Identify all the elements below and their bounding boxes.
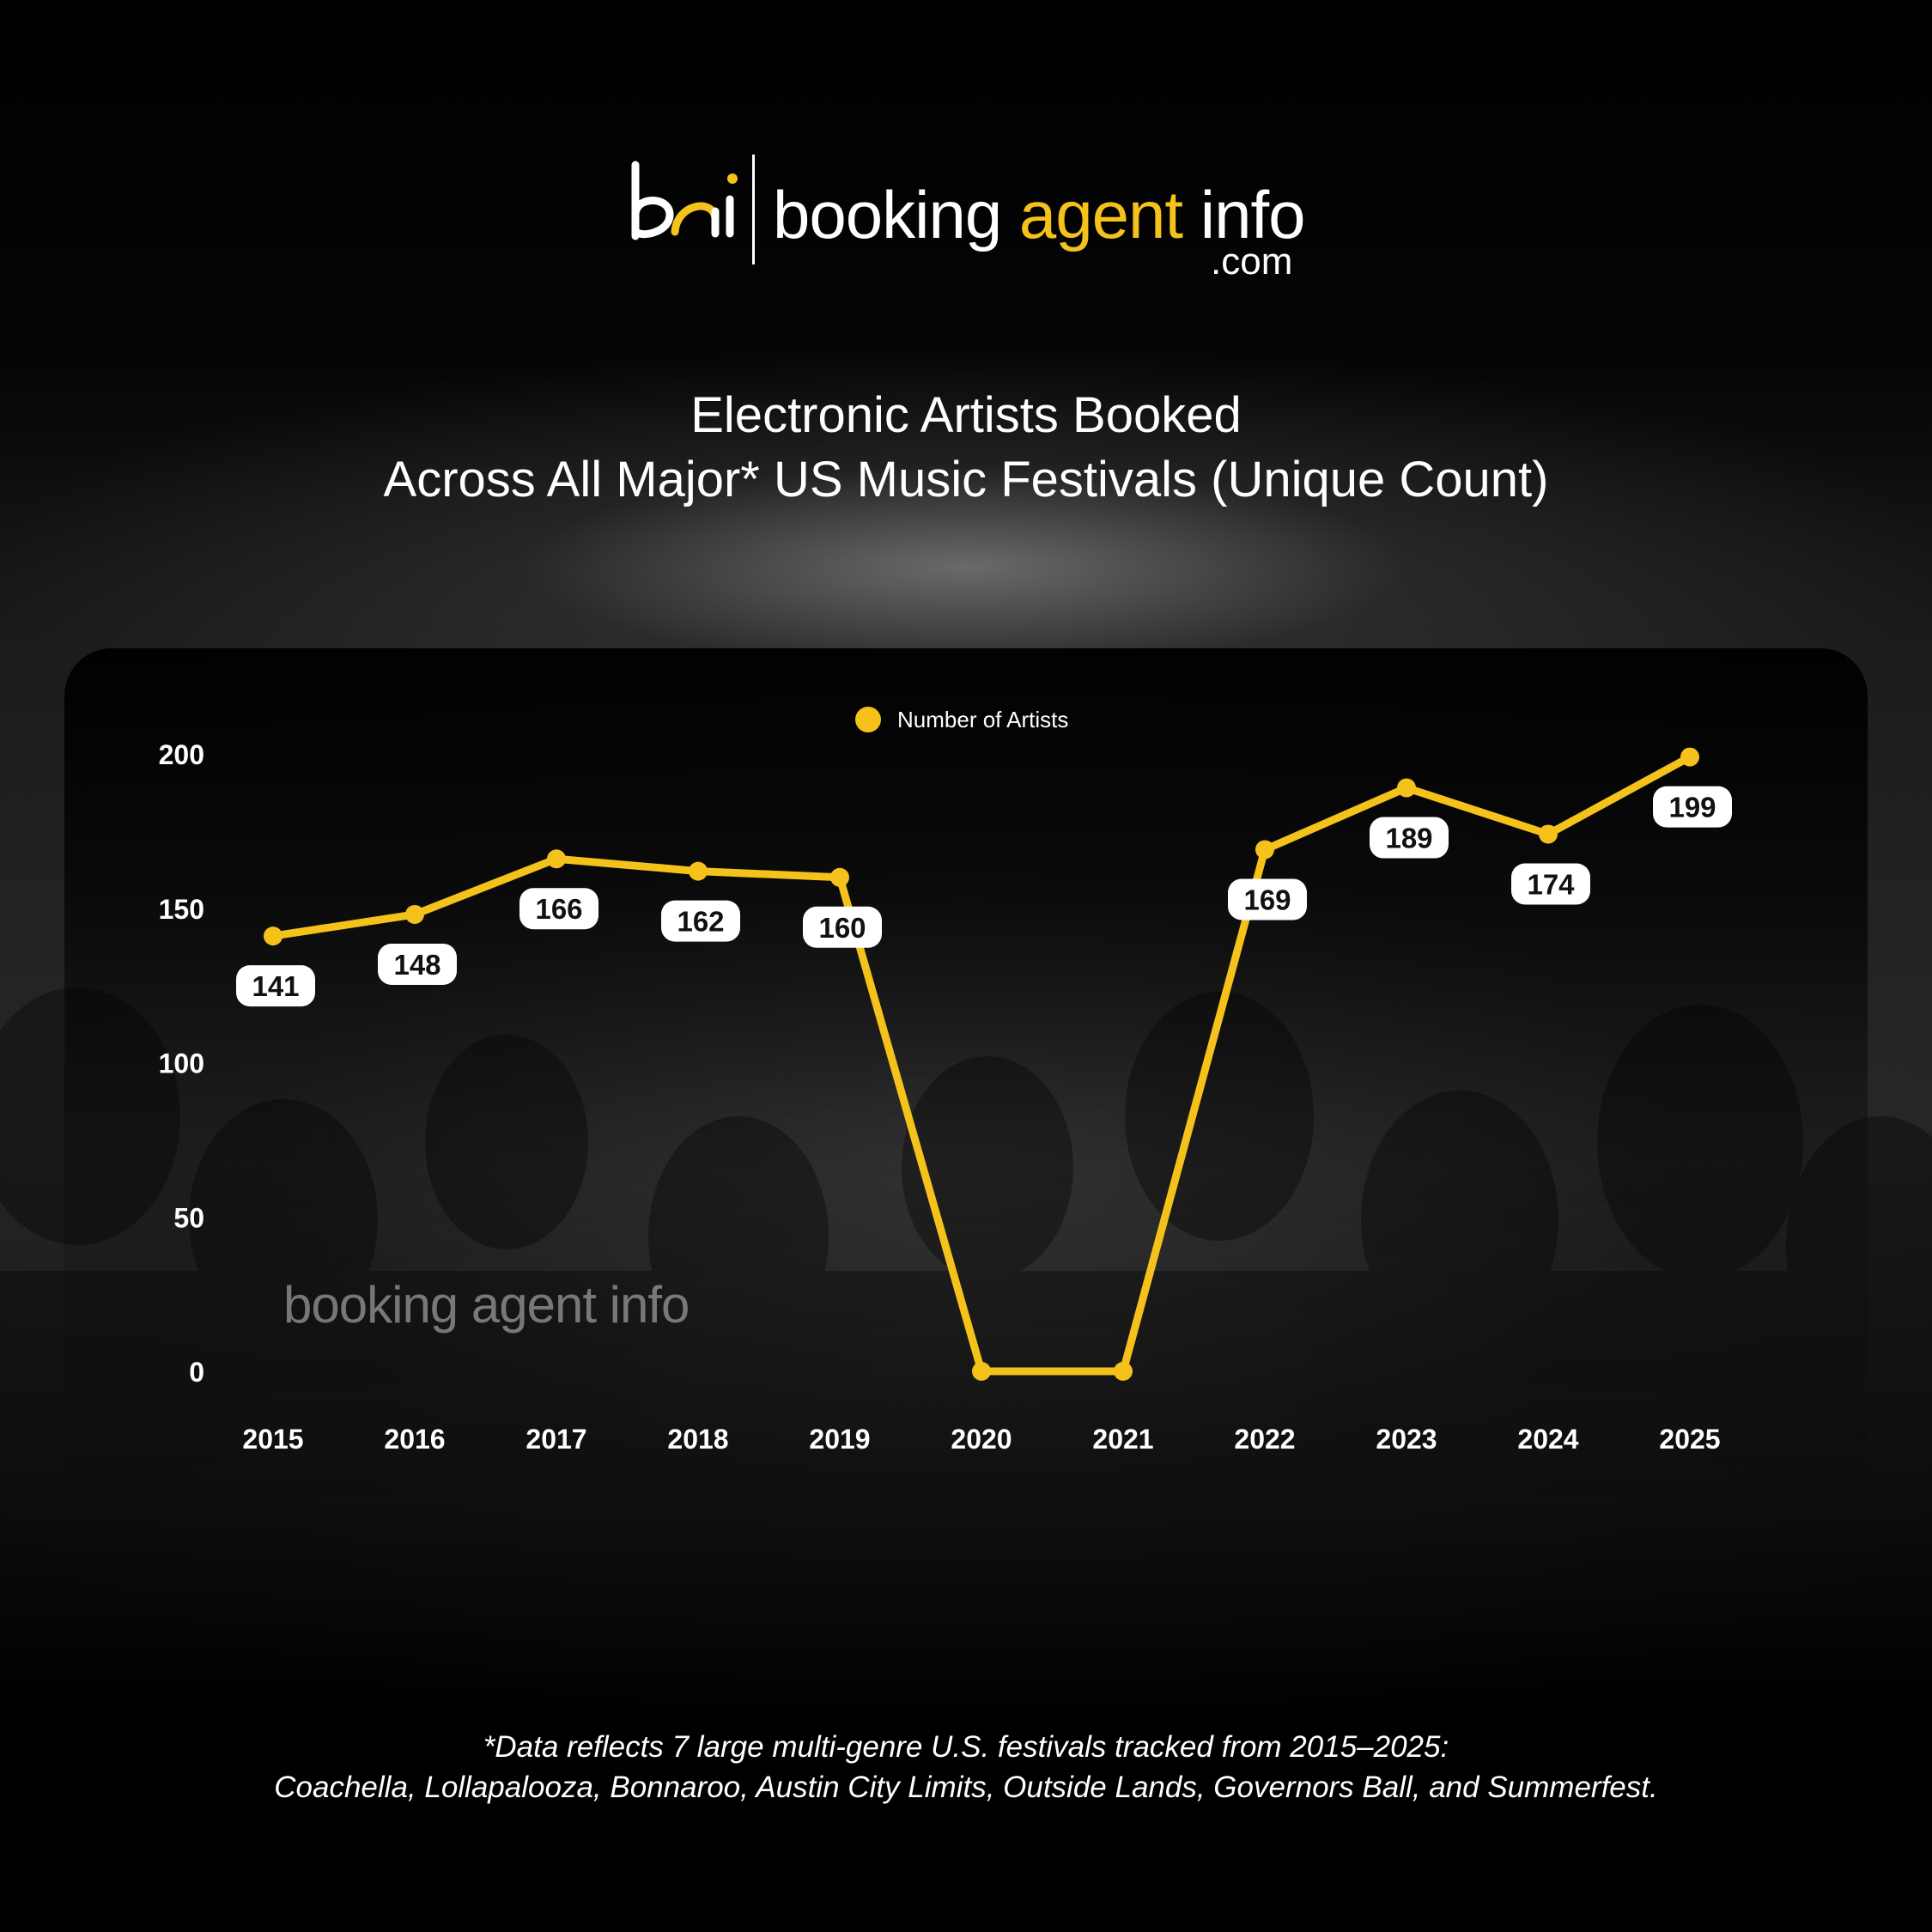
y-axis: 0 50 100 150 200: [159, 739, 204, 1388]
data-point: [830, 867, 849, 887]
y-tick-label: 100: [159, 1048, 204, 1079]
data-point: [1114, 1362, 1133, 1381]
y-tick-label: 200: [159, 739, 204, 770]
x-tick-label: 2021: [1092, 1424, 1153, 1455]
data-label-text: 199: [1668, 792, 1716, 823]
data-point: [405, 904, 424, 924]
data-label: 169: [1228, 878, 1307, 920]
data-label: 148: [378, 943, 457, 985]
logo-divider: [752, 155, 755, 264]
footnote-line-2: Coachella, Lollapalooza, Bonnaroo, Austi…: [274, 1771, 1658, 1804]
data-point: [972, 1362, 991, 1381]
data-label: 199: [1653, 786, 1732, 828]
data-label-box: [661, 900, 740, 942]
data-label-text: 166: [535, 893, 582, 925]
data-label-text: 174: [1527, 868, 1575, 900]
brand-logo: booking agent info .com: [627, 155, 1314, 283]
data-label-box: [1228, 878, 1307, 920]
x-tick-label: 2024: [1517, 1424, 1578, 1455]
x-tick-label: 2017: [526, 1424, 586, 1455]
y-tick-label: 150: [159, 894, 204, 925]
x-tick-label: 2025: [1659, 1424, 1720, 1455]
footnote-line-1: *Data reflects 7 large multi-genre U.S. …: [483, 1730, 1449, 1764]
data-label: 141: [236, 965, 315, 1007]
data-point: [547, 849, 566, 869]
watermark-text: booking agent info: [283, 1276, 689, 1334]
x-axis: 2015 2016 2017 2018 2019 2020 2021 2022 2023 2024…: [242, 1424, 1720, 1455]
legend-marker: [855, 707, 881, 732]
data-label-text: 148: [393, 949, 440, 981]
data-label-text: 160: [818, 912, 866, 944]
brand-domain-suffix: .com: [1211, 240, 1293, 283]
y-tick-label: 0: [189, 1357, 204, 1388]
brand-name-booking: booking: [773, 177, 1002, 252]
brand-name-agent: agent: [1018, 177, 1183, 252]
x-tick-label: 2020: [951, 1424, 1012, 1455]
x-tick-label: 2018: [667, 1424, 728, 1455]
data-label-box: [803, 906, 882, 948]
legend: Number of Artists: [855, 707, 1068, 732]
x-tick-label: 2022: [1234, 1424, 1295, 1455]
brand-name: booking agent info: [773, 177, 1306, 252]
data-labels-group: 141 148 166 162 160 169 189 174 199: [236, 786, 1732, 1007]
x-tick-label: 2019: [809, 1424, 870, 1455]
data-label-text: 169: [1243, 884, 1291, 915]
data-label-box: [1653, 786, 1732, 828]
data-label-box: [236, 965, 315, 1007]
legend-label: Number of Artists: [897, 707, 1068, 732]
series-points-group: [264, 747, 1699, 1381]
data-label-box: [519, 888, 598, 930]
data-label-box: [1370, 817, 1449, 859]
data-label-text: 162: [677, 906, 724, 938]
data-label: 166: [519, 888, 598, 930]
data-label: 189: [1370, 817, 1449, 859]
x-tick-label: 2023: [1376, 1424, 1437, 1455]
chart-title-line-1: Electronic Artists Booked: [690, 387, 1242, 443]
data-point: [1255, 840, 1274, 860]
x-tick-label: 2015: [242, 1424, 303, 1455]
x-tick-label: 2016: [384, 1424, 445, 1455]
data-point: [689, 861, 708, 881]
chart-panel: [64, 648, 1868, 1593]
data-point: [1397, 778, 1416, 798]
chart-title-line-2: Across All Major* US Music Festivals (Un…: [383, 452, 1549, 507]
data-point: [1680, 747, 1699, 767]
data-label: 160: [803, 906, 882, 948]
data-label: 162: [661, 900, 740, 942]
data-label-box: [378, 943, 457, 985]
y-tick-label: 50: [173, 1202, 204, 1233]
data-point: [264, 927, 283, 946]
data-label-text: 189: [1385, 823, 1432, 854]
data-label: 174: [1511, 863, 1590, 905]
bai-logo-mark: [631, 161, 738, 240]
brand-name-info: info: [1200, 177, 1306, 252]
data-label-text: 141: [252, 970, 299, 1002]
data-label-box: [1511, 863, 1590, 905]
data-point: [1539, 824, 1558, 844]
